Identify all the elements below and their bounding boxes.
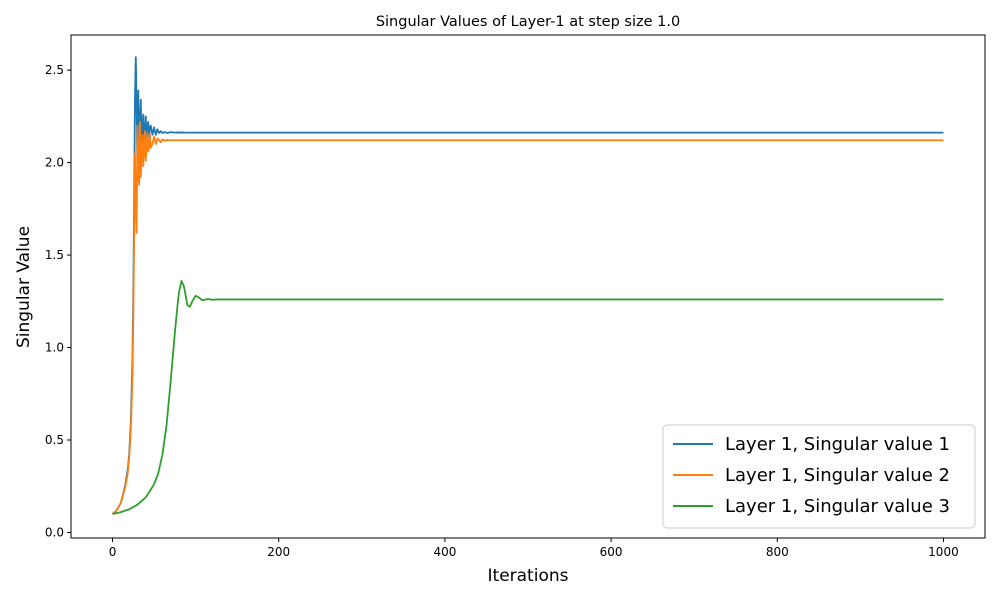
plot-frame: [70, 34, 986, 539]
series-line-3: [112, 280, 944, 515]
y-axis-label: Singular Value: [14, 226, 34, 348]
y-tick-label: 1.5: [45, 248, 64, 262]
x-axis: 0 200 400 600 800 1000: [109, 538, 959, 559]
x-tick-label: 0: [109, 545, 117, 559]
x-tick-label: 200: [267, 545, 290, 559]
y-tick-label: 0.5: [45, 433, 64, 447]
y-axis: 0.0 0.5 1.0 1.5 2.0 2.5: [45, 63, 71, 539]
series-line-2: [111, 121, 944, 515]
x-tick-label: 800: [766, 545, 789, 559]
legend-label-3: Layer 1, Singular value 3: [725, 496, 950, 517]
x-tick-label: 400: [433, 545, 456, 559]
x-tick-label: 600: [600, 545, 623, 559]
legend: Layer 1, Singular value 1 Layer 1, Singul…: [662, 424, 976, 529]
y-tick-label: 1.0: [45, 341, 64, 355]
x-axis-label: Iterations: [488, 566, 569, 586]
y-tick-label: 2.5: [45, 63, 64, 77]
legend-box: [662, 424, 976, 529]
x-tick-label: 1000: [928, 545, 959, 559]
y-tick-label: 2.0: [45, 156, 64, 170]
y-tick-label: 0.0: [45, 525, 64, 539]
chart-title: Singular Values of Layer-1 at step size …: [376, 14, 680, 30]
legend-label-2: Layer 1, Singular value 2: [725, 465, 950, 486]
legend-label-1: Layer 1, Singular value 1: [725, 434, 950, 455]
